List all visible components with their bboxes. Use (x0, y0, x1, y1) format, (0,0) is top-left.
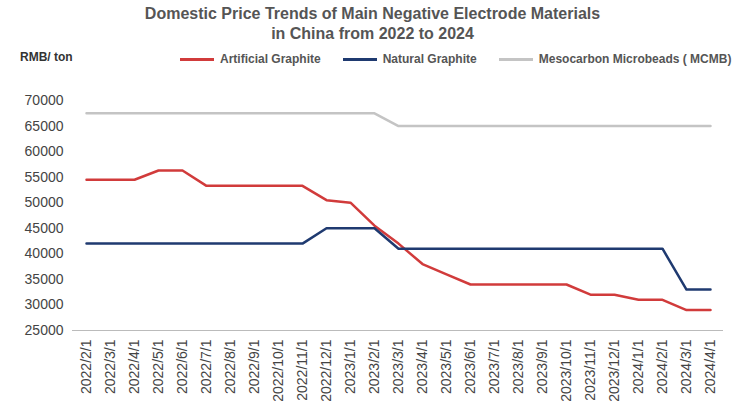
svg-text:2022/5/1: 2022/5/1 (150, 339, 166, 394)
svg-text:2022/9/1: 2022/9/1 (246, 339, 262, 394)
svg-text:2023/11/1: 2023/11/1 (582, 339, 598, 400)
svg-text:2023/8/1: 2023/8/1 (510, 339, 526, 394)
svg-text:2022/2/1: 2022/2/1 (78, 339, 94, 394)
svg-text:2022/11/1: 2022/11/1 (294, 339, 310, 400)
svg-text:2024/4/1: 2024/4/1 (702, 339, 718, 394)
svg-text:60000: 60000 (25, 143, 64, 159)
svg-text:40000: 40000 (25, 245, 64, 261)
svg-text:2022/3/1: 2022/3/1 (102, 339, 118, 394)
svg-text:2023/12/1: 2023/12/1 (606, 339, 622, 401)
svg-text:2022/7/1: 2022/7/1 (198, 339, 214, 394)
html-text:Domestic Price Trends of Main: Domestic Price Trends of Main Negative E… (144, 5, 601, 42)
svg-text:2024/1/1: 2024/1/1 (630, 339, 646, 394)
svg-text:70000: 70000 (25, 92, 64, 108)
svg-text:2022/12/1: 2022/12/1 (318, 339, 334, 401)
svg-text:2022/10/1: 2022/10/1 (270, 339, 286, 401)
svg-text:65000: 65000 (25, 118, 64, 134)
svg-text:30000: 30000 (25, 296, 64, 312)
svg-text:2023/2/1: 2023/2/1 (366, 339, 382, 394)
svg-text:2022/6/1: 2022/6/1 (174, 339, 190, 394)
svg-text:2023/5/1: 2023/5/1 (438, 339, 454, 394)
svg-text:2024/3/1: 2024/3/1 (678, 339, 694, 394)
html-text:Mesocarbon Microbeads ( MCMB): Mesocarbon Microbeads ( MCMB) (538, 52, 732, 66)
html-text:RMB/ ton: RMB/ ton (20, 50, 73, 64)
html-text:Natural Graphite: Natural Graphite (382, 52, 477, 66)
svg-text:2023/10/1: 2023/10/1 (558, 339, 574, 401)
svg-text:2023/1/1: 2023/1/1 (342, 339, 358, 394)
svg-text:2023/3/1: 2023/3/1 (390, 339, 406, 394)
svg-text:2023/4/1: 2023/4/1 (414, 339, 430, 394)
svg-text:2023/9/1: 2023/9/1 (534, 339, 550, 394)
svg-text:2024/2/1: 2024/2/1 (654, 339, 670, 394)
svg-text:35000: 35000 (25, 271, 64, 287)
svg-text:2022/4/1: 2022/4/1 (126, 339, 142, 394)
svg-text:45000: 45000 (25, 220, 64, 236)
svg-text:50000: 50000 (25, 194, 64, 210)
svg-text:2023/7/1: 2023/7/1 (486, 339, 502, 394)
svg-text:2023/6/1: 2023/6/1 (462, 339, 478, 394)
svg-text:2022/8/1: 2022/8/1 (222, 339, 238, 394)
svg-text:25000: 25000 (25, 322, 64, 338)
svg-text:55000: 55000 (25, 169, 64, 185)
html-text:Artificial Graphite: Artificial Graphite (220, 52, 321, 66)
